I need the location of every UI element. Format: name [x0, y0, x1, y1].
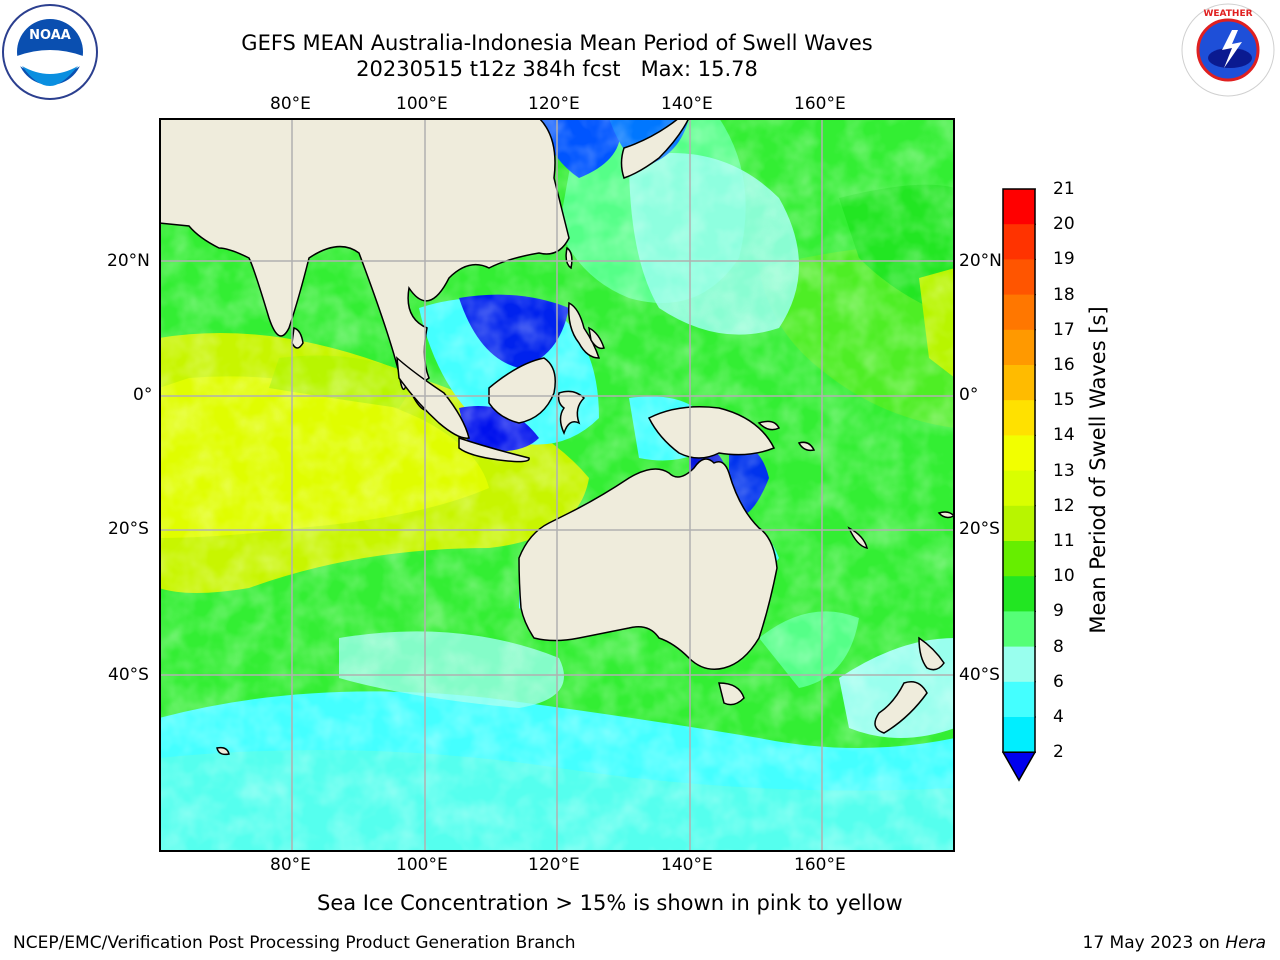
- colorbar-segment: [1003, 681, 1035, 718]
- colorbar-segment: [1003, 259, 1035, 296]
- lon-tick-bottom-100e: 100°E: [396, 855, 448, 875]
- colorbar-segment: [1003, 505, 1035, 542]
- colorbar-tick-label: 12: [1053, 495, 1075, 516]
- lon-tick-bottom-160e: 160°E: [794, 855, 846, 875]
- land-newzealand-north: [918, 636, 945, 671]
- colorbar-segment: [1003, 329, 1035, 366]
- land-sumatra: [396, 356, 470, 439]
- colorbar-segment: [1003, 541, 1035, 577]
- colorbar-tick-label: 2: [1053, 742, 1064, 763]
- lon-tick-top-80e: 80°E: [270, 94, 311, 114]
- colorbar-segment: [1003, 611, 1035, 648]
- land-masses: [159, 118, 955, 756]
- colorbar-tick-label: 4: [1053, 707, 1064, 727]
- svg-text:WEATHER: WEATHER: [1203, 9, 1252, 19]
- lat-tick-left-20s: 20°S: [108, 519, 149, 539]
- land-newguinea: [647, 406, 776, 459]
- land-java: [458, 436, 530, 463]
- lon-tick-top-100e: 100°E: [396, 94, 448, 114]
- graticule: [159, 118, 955, 852]
- lat-tick-left-20n: 20°N: [107, 251, 150, 271]
- lon-tick-bottom-140e: 140°E: [661, 855, 713, 875]
- svg-text:NOAA: NOAA: [29, 28, 71, 43]
- nws-logo: WEATHER: [1180, 2, 1276, 98]
- colorbar-tick-label: 10: [1053, 566, 1075, 587]
- footer-machine: Hera: [1225, 933, 1266, 953]
- colorbar-tick-label: 8: [1053, 636, 1064, 657]
- colorbar-segment: [1003, 294, 1035, 331]
- swell-period-map: [159, 118, 955, 852]
- colorbar-segment: [1003, 400, 1035, 436]
- map-panel: [159, 118, 955, 852]
- lat-tick-left-0: 0°: [133, 385, 153, 405]
- land-tasmania: [718, 682, 745, 706]
- colorbar-segment: [1003, 717, 1035, 753]
- colorbar-tick-label: 18: [1053, 284, 1075, 305]
- footer-producer: NCEP/EMC/Verification Post Processing Pr…: [13, 933, 576, 953]
- colorbar-tick-label: 9: [1053, 601, 1064, 622]
- colorbar-tick-label: 21: [1053, 179, 1075, 199]
- colorbar-tick-label: 6: [1053, 671, 1064, 692]
- colorbar-label: Mean Period of Swell Waves [s]: [1086, 306, 1110, 634]
- chart-subtitle: 20230515 t12z 384h fcst Max: 15.78: [356, 57, 758, 81]
- colorbar-tick-label: 17: [1053, 319, 1075, 340]
- colorbar-segment: [1003, 189, 1035, 225]
- land-philippines: [567, 301, 601, 359]
- colorbar-tick-label: 15: [1053, 390, 1075, 411]
- colorbar-tick-label: 20: [1053, 214, 1075, 235]
- colorbar: [1001, 188, 1037, 784]
- lon-tick-top-140e: 140°E: [661, 94, 713, 114]
- lon-tick-bottom-80e: 80°E: [270, 855, 311, 875]
- chart-title: GEFS MEAN Australia-Indonesia Mean Perio…: [241, 31, 873, 55]
- colorbar-tick-label: 13: [1053, 460, 1075, 481]
- land-newzealand-south: [874, 681, 928, 734]
- noaa-logo: NOAA: [2, 4, 98, 100]
- colorbar-tick-label: 19: [1053, 249, 1075, 270]
- land-japan: [620, 118, 690, 179]
- lat-tick-right-20s: 20°S: [959, 519, 1000, 539]
- lat-tick-right-20n: 20°N: [959, 251, 1002, 271]
- colorbar-tick-label: 11: [1053, 531, 1075, 551]
- colorbar-segment: [1003, 576, 1035, 612]
- land-borneo: [488, 357, 556, 424]
- colorbar-segment: [1003, 365, 1035, 401]
- footer-date-text: 17 May 2023 on: [1082, 933, 1226, 953]
- colorbar-tick-label: 14: [1053, 425, 1075, 446]
- lat-tick-right-0: 0°: [959, 385, 979, 405]
- land-srilanka: [291, 327, 304, 349]
- colorbar-segment: [1003, 224, 1035, 260]
- lat-tick-left-40s: 40°S: [108, 665, 149, 685]
- colorbar-segment: [1003, 435, 1035, 472]
- colorbar-segment: [1003, 470, 1035, 507]
- lon-tick-top-160e: 160°E: [794, 94, 846, 114]
- footer-date: 17 May 2023 on Hera: [1083, 933, 1267, 953]
- lon-tick-top-120e: 120°E: [528, 94, 580, 114]
- lon-tick-bottom-120e: 120°E: [528, 855, 580, 875]
- sea-ice-caption: Sea Ice Concentration > 15% is shown in …: [317, 891, 903, 915]
- colorbar-segment: [1003, 646, 1035, 683]
- colorbar-extend-arrow: [1001, 751, 1037, 782]
- land-taiwan: [565, 246, 573, 270]
- colorbar-tick-label: 16: [1053, 355, 1075, 375]
- lat-tick-right-40s: 40°S: [959, 665, 1000, 685]
